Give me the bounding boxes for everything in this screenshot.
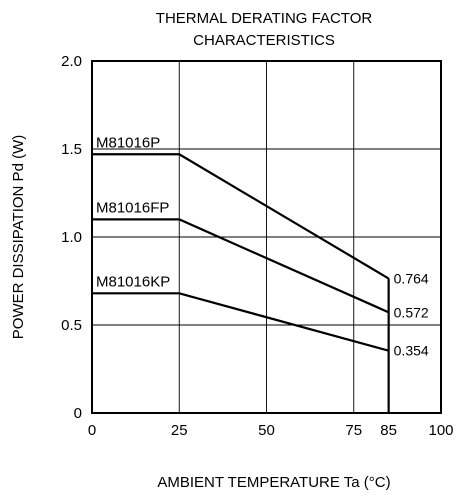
y-axis-label: POWER DISSIPATION Pd (W) (10, 135, 27, 339)
x-tick-label: 100 (428, 422, 453, 439)
series-end-value-label: 0.572 (394, 304, 429, 320)
series-line-2 (92, 292, 389, 352)
chart-title-line-2: CHARACTERISTICS (193, 32, 335, 49)
series-end-value-label: 0.764 (394, 271, 429, 287)
plot-frame (91, 60, 442, 414)
y-tick-label: 1.0 (61, 229, 82, 246)
x-tick-label: 25 (171, 422, 188, 439)
series-name-label: M81016FP (96, 199, 169, 216)
series-layer (92, 153, 390, 413)
chart-title-line-1: THERMAL DERATING FACTOR (156, 10, 373, 27)
series-end-value-label: 0.354 (394, 343, 429, 359)
labels-layer: 0 0.5 1.0 1.5 2.0 0 25 50 75 85 100 M81016P 0.764 M81… (61, 53, 453, 439)
y-tick-label: 1.5 (61, 141, 82, 158)
series-name-label: M81016KP (96, 273, 170, 290)
x-tick-label: 85 (380, 422, 397, 439)
y-tick-label: 0 (74, 405, 82, 422)
x-axis-label: AMBIENT TEMPERATURE Ta (°C) (157, 474, 390, 491)
series-line-0 (92, 153, 390, 280)
grid-layer (92, 61, 441, 413)
y-tick-label: 2.0 (61, 53, 82, 70)
x-tick-label: 50 (258, 422, 275, 439)
x-tick-label: 75 (345, 422, 362, 439)
frame-layer (91, 60, 442, 414)
series-line-1 (92, 218, 390, 314)
x-tick-label: 0 (88, 422, 96, 439)
series-name-label: M81016P (96, 134, 160, 151)
y-tick-label: 0.5 (61, 317, 82, 334)
